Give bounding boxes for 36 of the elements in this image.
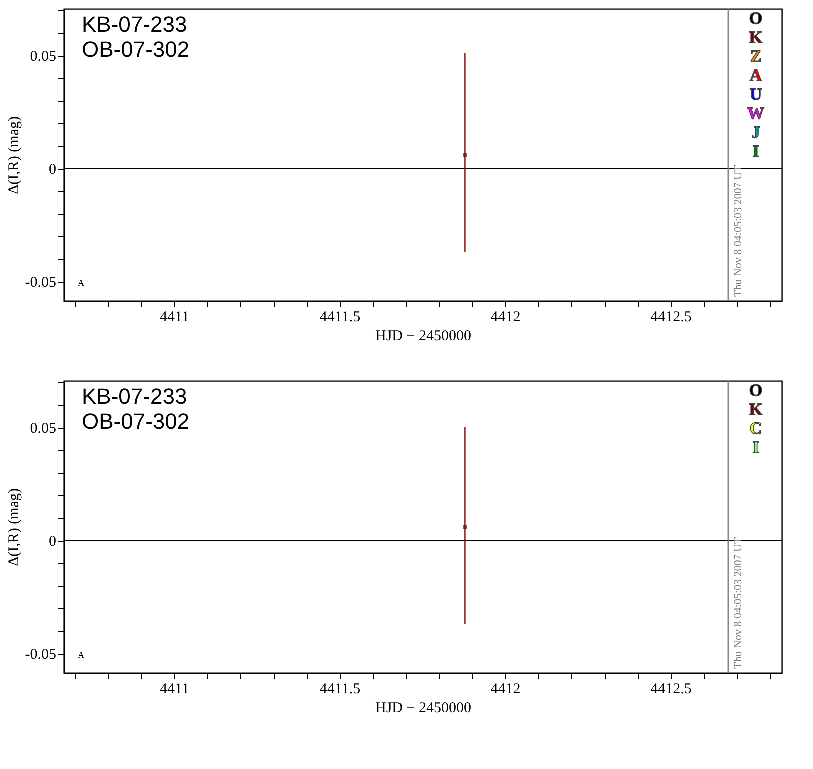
x-tick-label: 4412 — [490, 310, 521, 326]
y-tick-label: 0.05 — [30, 49, 56, 66]
annotation: A — [78, 650, 85, 660]
legend-label: O — [749, 381, 763, 400]
annotation: A — [78, 278, 85, 288]
y-tick-label: 0 — [49, 162, 56, 178]
text: KB-07-233 OB-07-302 — [82, 12, 190, 62]
legend-label: I — [752, 142, 760, 161]
legend-label: U — [750, 85, 762, 104]
y-tick-label: -0.05 — [25, 275, 56, 292]
x-tick-label: 4411.5 — [320, 682, 361, 698]
annotation: Thu Nov 8 04:05:03 2007 UT — [732, 165, 744, 297]
x-axis-title: HJD − 2450000 — [376, 700, 472, 716]
x-tick-label: 4412.5 — [650, 310, 692, 326]
legend-label: A — [750, 66, 763, 85]
text: KB-07-233 OB-07-302 — [82, 384, 190, 434]
x-tick-label: 4411 — [160, 310, 190, 326]
y-tick-label: -0.05 — [25, 647, 56, 664]
legend-label: O — [749, 9, 763, 28]
x-axis-title: HJD − 2450000 — [376, 328, 472, 344]
x-tick-label: 4411.5 — [320, 310, 361, 326]
x-tick-label: 4412 — [490, 682, 521, 698]
y-tick-label: 0.05 — [30, 421, 56, 438]
y-tick-label: 0 — [49, 534, 56, 550]
legend-label: I — [752, 438, 760, 457]
x-tick-label: 4412.5 — [650, 682, 692, 698]
legend-label: C — [750, 419, 762, 438]
legend-label: J — [752, 123, 761, 142]
annotation: Thu Nov 8 04:05:03 2007 UT — [732, 537, 744, 669]
legend-label: W — [748, 104, 764, 123]
text: K — [749, 400, 764, 419]
legend-label: Z — [750, 47, 762, 66]
x-tick-label: 4411 — [160, 682, 190, 698]
text: K — [749, 28, 764, 47]
y-axis-title: Δ(I,R) (mag) — [6, 116, 22, 194]
y-axis-title: Δ(I,R) (mag) — [6, 488, 22, 566]
